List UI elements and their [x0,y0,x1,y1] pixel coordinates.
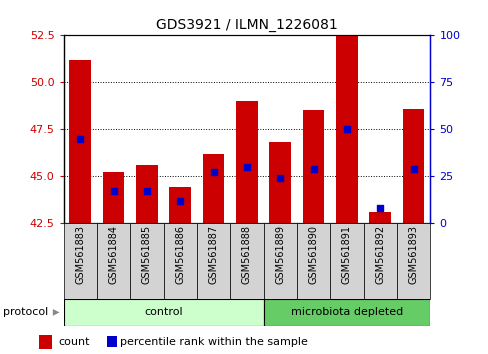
Text: GSM561890: GSM561890 [308,225,318,284]
Text: GSM561892: GSM561892 [375,225,385,284]
FancyBboxPatch shape [197,223,230,299]
Point [76,136,84,142]
Bar [269,142,290,223]
Text: GSM561886: GSM561886 [175,225,185,284]
Bar [102,172,124,223]
Point [176,198,184,203]
FancyBboxPatch shape [230,223,263,299]
Text: GSM561891: GSM561891 [341,225,351,284]
FancyBboxPatch shape [363,223,396,299]
FancyBboxPatch shape [130,223,163,299]
Text: microbiota depleted: microbiota depleted [290,307,402,318]
Bar [236,101,257,223]
FancyBboxPatch shape [63,299,263,326]
Text: percentile rank within the sample: percentile rank within the sample [120,337,307,347]
Point [142,188,150,194]
Text: protocol: protocol [3,307,48,318]
Point [409,166,417,171]
Point [276,175,284,181]
Title: GDS3921 / ILMN_1226081: GDS3921 / ILMN_1226081 [156,18,337,32]
Bar [402,109,424,223]
Bar [203,154,224,223]
Text: GSM561883: GSM561883 [75,225,85,284]
FancyBboxPatch shape [296,223,329,299]
FancyBboxPatch shape [63,223,97,299]
Bar [136,165,158,223]
Text: count: count [58,337,89,347]
Text: GSM561885: GSM561885 [142,225,152,284]
Bar [302,110,324,223]
Text: GSM561889: GSM561889 [275,225,285,284]
Bar [39,335,52,349]
Bar [369,212,390,223]
Point [309,166,317,171]
FancyBboxPatch shape [263,299,429,326]
FancyBboxPatch shape [97,223,130,299]
Point [376,205,384,211]
FancyBboxPatch shape [163,223,197,299]
Bar [335,35,357,223]
FancyBboxPatch shape [396,223,429,299]
Text: GSM561887: GSM561887 [208,225,218,284]
Text: GSM561888: GSM561888 [242,225,251,284]
Bar [69,60,91,223]
Point [343,126,350,132]
Text: GSM561893: GSM561893 [408,225,418,284]
Text: GSM561884: GSM561884 [108,225,118,284]
Point [209,170,217,175]
Bar [169,187,191,223]
FancyBboxPatch shape [329,223,363,299]
Point [243,164,250,170]
Bar [106,336,117,347]
FancyBboxPatch shape [263,223,296,299]
Text: control: control [144,307,183,318]
Point [109,188,117,194]
